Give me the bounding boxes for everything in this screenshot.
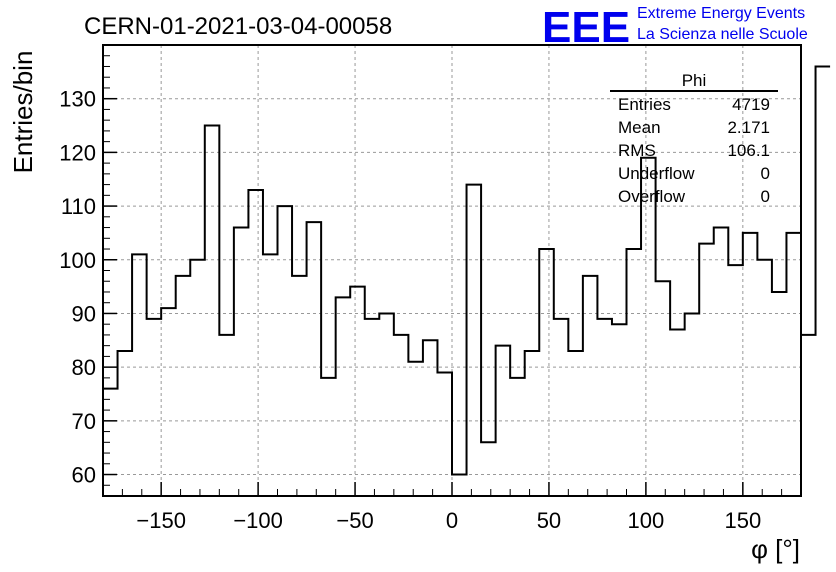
logo-line1: Extreme Energy Events <box>637 5 805 22</box>
y-tick-label: 60 <box>72 463 96 488</box>
stats-box: Phi Entries 4719 Mean 2.171 RMS 106.1 Un… <box>610 71 778 206</box>
logo-mark: EEE <box>542 3 630 52</box>
stats-label-overflow: Overflow <box>618 187 686 206</box>
stats-name: Phi <box>682 71 707 90</box>
chart-title: CERN-01-2021-03-04-00058 <box>84 13 392 40</box>
x-tick-label: −150 <box>136 508 186 533</box>
x-tick-label: 50 <box>537 508 561 533</box>
stats-value-entries: 4719 <box>732 95 770 114</box>
y-axis-title: Entries/bin <box>8 51 38 174</box>
logo-line2: La Scienza nelle Scuole <box>637 26 808 43</box>
y-tick-label: 90 <box>72 301 96 326</box>
stats-label-mean: Mean <box>618 118 661 137</box>
x-tick-label: −50 <box>336 508 373 533</box>
stats-value-mean: 2.171 <box>727 118 770 137</box>
stats-value-overflow: 0 <box>761 187 770 206</box>
stats-label-rms: RMS <box>618 141 656 160</box>
x-axis-title: φ [°] <box>751 534 800 564</box>
tick-labels: −150 −100 −50 0 50 100 150 60 70 80 90 100 110 120 130 <box>59 87 761 533</box>
stats-value-rms: 106.1 <box>727 141 770 160</box>
eee-logo: EEE Extreme Energy Events La Scienza nel… <box>542 3 808 52</box>
x-tick-label: 150 <box>724 508 761 533</box>
axis-ticks <box>102 44 802 497</box>
y-tick-label: 100 <box>59 248 96 273</box>
histogram-outline <box>103 65 831 476</box>
x-tick-label: −100 <box>233 508 283 533</box>
y-tick-label: 130 <box>59 87 96 112</box>
stats-label-underflow: Underflow <box>618 164 695 183</box>
stats-value-underflow: 0 <box>761 164 770 183</box>
x-tick-label: 100 <box>628 508 665 533</box>
stats-label-entries: Entries <box>618 95 671 114</box>
y-tick-label: 120 <box>59 140 96 165</box>
x-tick-label: 0 <box>446 508 458 533</box>
y-tick-label: 70 <box>72 409 96 434</box>
y-tick-label: 110 <box>61 194 96 219</box>
y-tick-label: 80 <box>72 355 96 380</box>
